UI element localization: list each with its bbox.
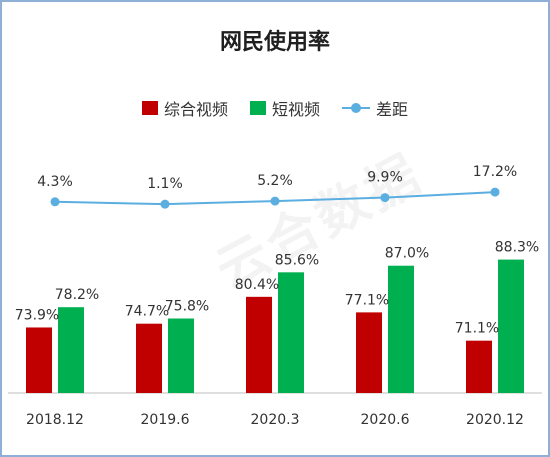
data-label-series-0: 73.9% [15, 307, 59, 323]
data-label-series-1: 88.3% [495, 240, 539, 256]
data-label-series-1: 75.8% [165, 299, 209, 315]
bar-series-0 [356, 312, 382, 393]
bar-series-1 [58, 307, 84, 393]
line-point-series-2 [160, 199, 170, 209]
chart-title: 网民使用率 [219, 30, 330, 55]
line-point-series-2 [50, 197, 60, 207]
data-label-series-0: 74.7% [125, 304, 169, 320]
line-point-series-2 [490, 187, 500, 197]
bar-series-0 [26, 327, 52, 393]
x-tick-label: 2020.3 [251, 412, 300, 428]
legend-swatch [249, 101, 266, 115]
x-tick-label: 2020.6 [361, 412, 410, 428]
data-label-series-2: 1.1% [147, 176, 183, 192]
legend-item-series-1: 短视频 [249, 96, 320, 120]
line-point-series-2 [270, 196, 280, 206]
legend-label: 短视频 [271, 100, 320, 119]
legend-item-series-0: 综合视频 [141, 96, 228, 120]
legend-line-swatch [342, 101, 370, 115]
x-tick-label: 2020.12 [466, 412, 524, 428]
bar-series-1 [168, 318, 194, 393]
data-label-series-2: 5.2% [257, 173, 293, 189]
data-label-series-0: 80.4% [235, 277, 279, 293]
bar-series-0 [246, 296, 272, 393]
data-label-series-1: 78.2% [55, 287, 99, 303]
legend-item-series-2: 差距 [342, 96, 408, 120]
x-tick-label: 2018.12 [26, 412, 84, 428]
legend-swatch [141, 101, 158, 115]
data-label-series-1: 85.6% [275, 252, 319, 268]
bar-series-1 [388, 265, 414, 393]
legend: 综合视频 短视频 差距 [0, 96, 550, 120]
bar-series-1 [498, 259, 524, 393]
bar-series-0 [136, 323, 162, 393]
line-point-series-2 [380, 193, 390, 203]
data-label-series-0: 71.1% [455, 321, 499, 337]
data-label-series-0: 77.1% [345, 292, 389, 308]
bar-series-0 [466, 340, 492, 393]
data-label-series-2: 17.2% [473, 164, 517, 180]
x-tick-label: 2019.6 [141, 412, 190, 428]
bar-series-1 [278, 272, 304, 393]
data-label-series-2: 4.3% [37, 174, 73, 190]
legend-label: 差距 [376, 100, 409, 119]
data-label-series-2: 9.9% [367, 170, 403, 186]
data-label-series-1: 87.0% [385, 246, 429, 262]
legend-label: 综合视频 [163, 100, 228, 119]
